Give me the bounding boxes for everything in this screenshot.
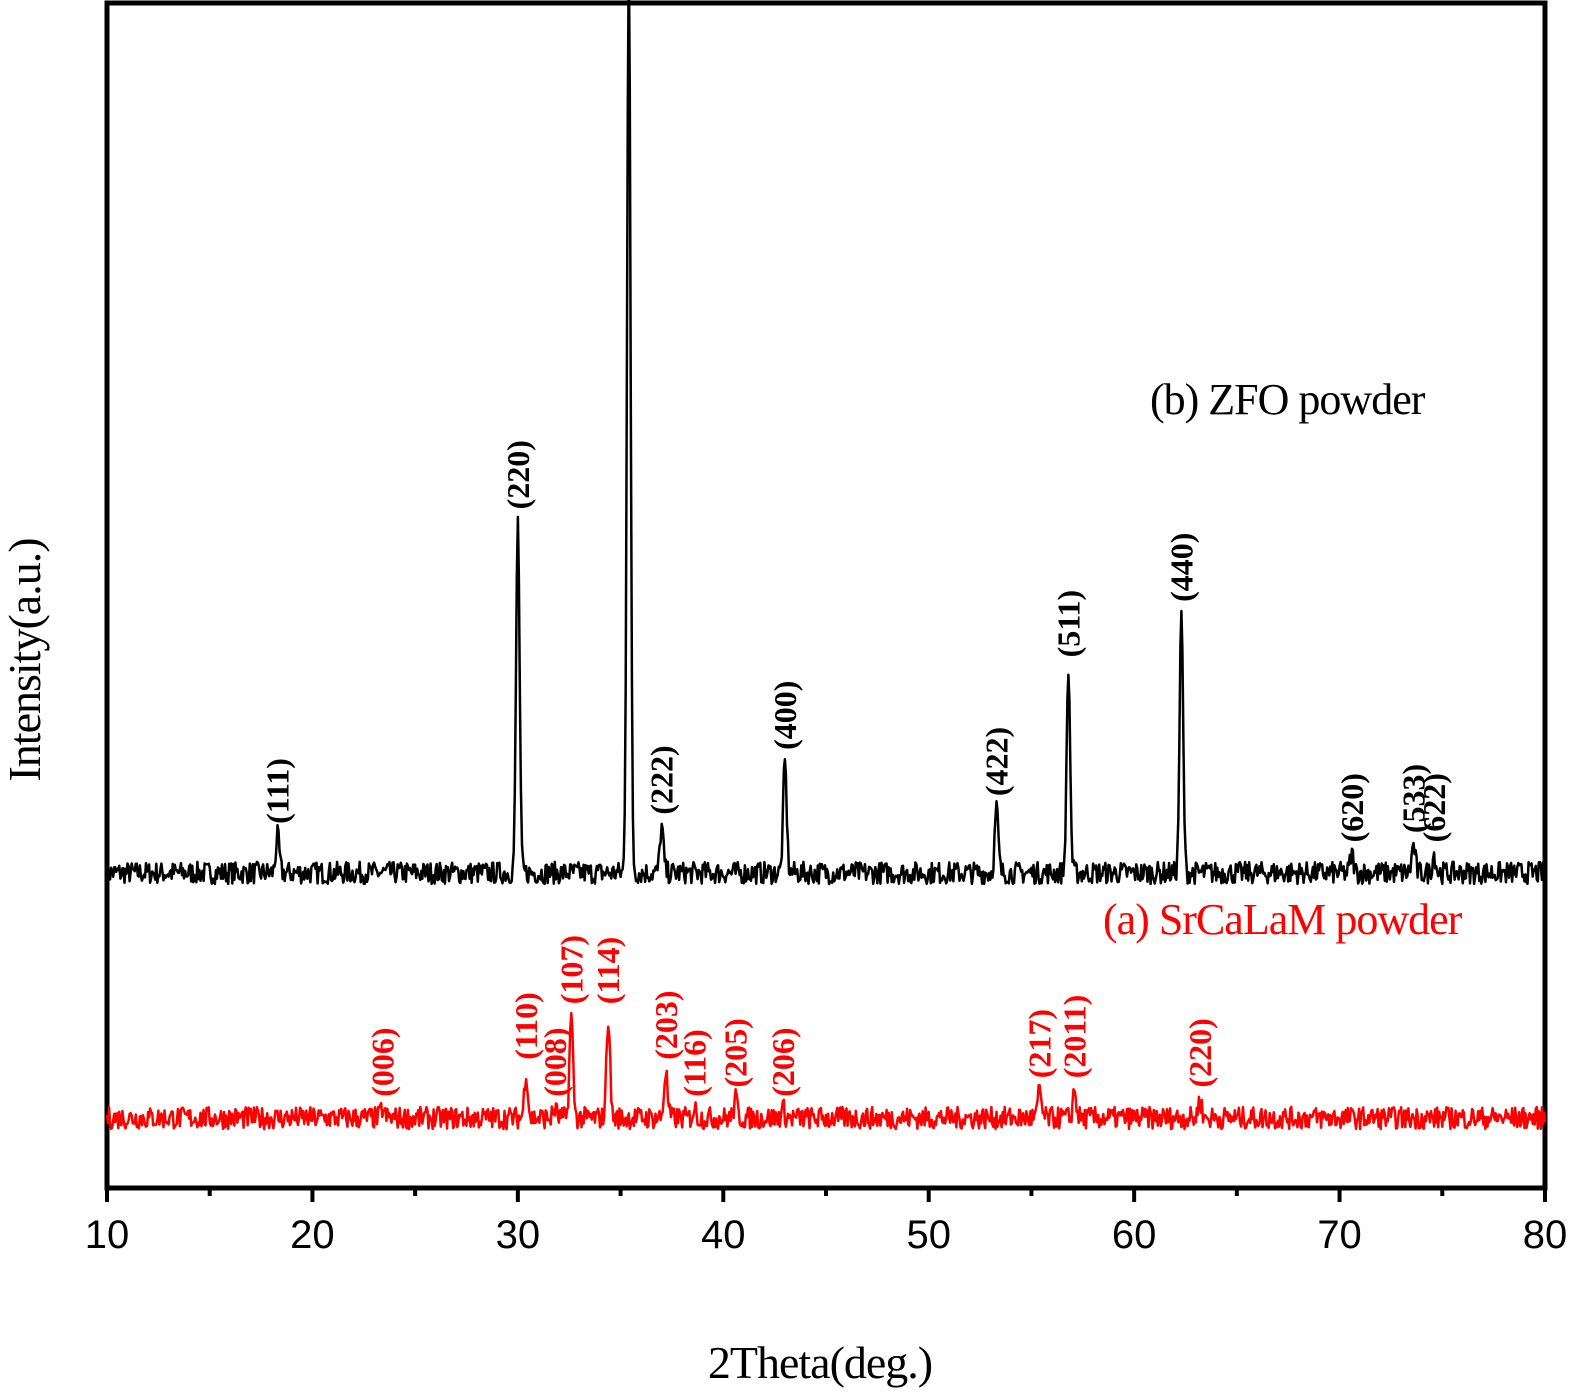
x-tick-label: 40 (701, 1213, 746, 1257)
y-axis-title: Intensity(a.u.) (0, 538, 50, 781)
x-axis-ticks: 10 20 30 40 50 60 70 80 (85, 1188, 1568, 1257)
peak-label: (107) (553, 935, 589, 1004)
peak-label: (220) (500, 440, 536, 509)
series-line-0 (105, 0, 1546, 886)
peak-label: (620) (1334, 773, 1370, 842)
peak-label: (533) (1396, 764, 1432, 833)
peak-label: (206) (765, 1027, 801, 1096)
peak-label: (111) (260, 758, 296, 824)
series-layer (105, 0, 1547, 1131)
peak-label: (220) (1182, 1018, 1218, 1087)
x-tick-label: 70 (1317, 1213, 1362, 1257)
peak-labels-layer: (111)(220)(311)(222)(400)(422)(511)(440)… (260, 440, 1453, 1097)
plot-frame (104, 0, 1548, 1191)
peak-label: (116) (677, 1029, 713, 1097)
x-tick-label: 50 (906, 1213, 951, 1257)
x-axis-title: 2Theta(deg.) (708, 1337, 932, 1388)
peak-label: (110) (508, 992, 544, 1060)
series-a-label: (a) SrCaLaM powder (1103, 895, 1463, 944)
peak-label: (006) (364, 1027, 400, 1096)
peak-label: (114) (590, 937, 626, 1005)
x-tick-label: 20 (290, 1213, 335, 1257)
peak-label: (222) (644, 745, 680, 814)
series-b-label: (b) ZFO powder (1150, 375, 1426, 424)
peak-label: (008) (537, 1027, 573, 1096)
x-tick-label: 30 (496, 1213, 541, 1257)
peak-label: (622) (1416, 773, 1452, 842)
peak-label: (203) (648, 990, 684, 1059)
peak-label: (511) (1050, 590, 1086, 658)
peak-label: (217) (1022, 1009, 1058, 1078)
peak-label: (422) (979, 727, 1015, 796)
peak-label: (440) (1163, 533, 1199, 602)
series-line-1 (105, 1011, 1547, 1131)
x-tick-label: 80 (1523, 1213, 1568, 1257)
x-tick-label: 60 (1112, 1213, 1157, 1257)
peak-label: (400) (767, 681, 803, 750)
x-tick-label: 10 (85, 1213, 130, 1257)
peak-label: (205) (718, 1018, 754, 1087)
peak-label: (2011) (1057, 995, 1093, 1079)
